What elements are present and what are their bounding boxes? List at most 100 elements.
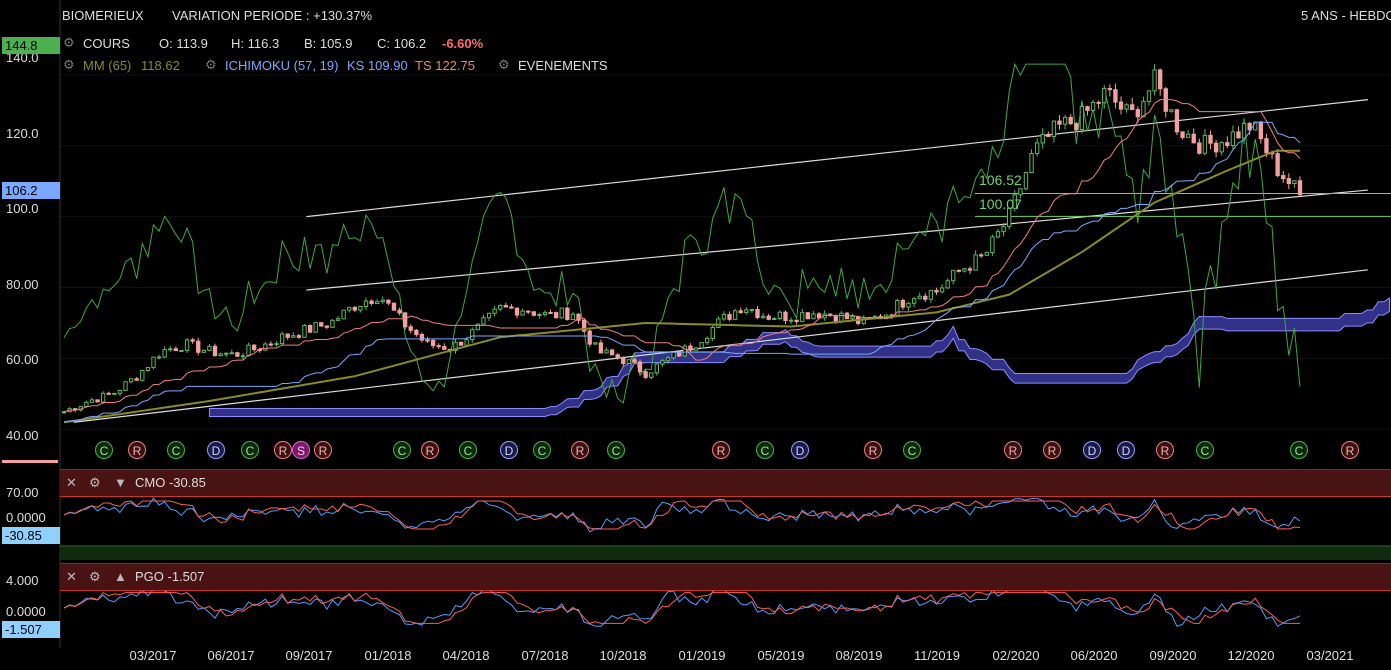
event-marker[interactable]: R — [712, 441, 730, 459]
event-marker[interactable]: R — [421, 441, 439, 459]
event-marker[interactable]: D — [1083, 441, 1101, 459]
event-marker[interactable]: C — [903, 441, 921, 459]
event-marker[interactable]: D — [500, 441, 518, 459]
max-price-tag: 144.8 — [2, 37, 60, 54]
cmo-panel-header: ✕ ⚙ ▼ CMO -30.85 — [60, 469, 1391, 497]
candle-body — [923, 295, 928, 300]
arrow-down-icon[interactable]: ▼ — [114, 475, 127, 490]
events-label[interactable]: EVENEMENTS — [518, 58, 608, 73]
candle-body — [1292, 180, 1297, 185]
indicator-panels — [60, 497, 1391, 627]
event-marker[interactable]: R — [864, 441, 882, 459]
event-marker[interactable]: R — [1043, 441, 1061, 459]
candle-body — [951, 269, 956, 282]
candle-body — [201, 349, 206, 353]
candle-body — [391, 302, 397, 311]
level-label-2: 100.07 — [979, 196, 1022, 212]
x-tick: 06/2017 — [207, 648, 255, 663]
candle-body — [1258, 121, 1264, 140]
close-value: C: 106.2 — [377, 36, 427, 51]
candle-body — [917, 295, 922, 300]
event-marker[interactable]: C — [459, 441, 477, 459]
candle-body — [677, 351, 682, 357]
open-value: O: 113.9 — [159, 36, 208, 51]
event-marker[interactable]: R — [128, 441, 146, 459]
candle-body — [839, 312, 844, 323]
x-tick: 06/2020 — [1070, 648, 1118, 663]
gear-icon[interactable]: ⚙ — [498, 57, 510, 72]
event-marker[interactable]: C — [533, 441, 551, 459]
event-marker[interactable]: R — [274, 441, 292, 459]
momentum-line — [63, 62, 1301, 404]
event-marker[interactable]: D — [791, 441, 809, 459]
ichimoku-cloud — [208, 296, 1390, 417]
event-marker[interactable]: S — [292, 441, 310, 459]
candle-body — [990, 236, 995, 254]
event-marker[interactable]: C — [167, 441, 185, 459]
candle-body — [542, 311, 548, 316]
event-marker[interactable]: C — [607, 441, 625, 459]
candle-body — [1236, 131, 1241, 139]
candle-body — [805, 312, 811, 320]
gear-icon[interactable]: ⚙ — [63, 57, 75, 72]
candle-body — [565, 307, 570, 321]
low-value: B: 105.9 — [304, 36, 353, 51]
candle-body — [430, 339, 436, 347]
gear-icon[interactable]: ⚙ — [89, 569, 101, 584]
candle-body — [1062, 116, 1068, 125]
candle-body — [1202, 134, 1208, 154]
candles — [61, 64, 1303, 415]
candle-body — [246, 344, 251, 357]
gear-icon[interactable]: ⚙ — [63, 35, 75, 50]
candle-body — [369, 300, 374, 305]
event-marker[interactable]: C — [393, 441, 411, 459]
event-marker[interactable]: C — [1290, 441, 1308, 459]
candle-body — [1286, 178, 1291, 185]
event-marker[interactable]: C — [1196, 441, 1214, 459]
event-marker[interactable]: R — [1004, 441, 1022, 459]
event-marker[interactable]: C — [756, 441, 774, 459]
candle-body — [319, 322, 324, 327]
pgo-y-top: 4.000 — [6, 573, 39, 588]
candle-body — [307, 325, 313, 333]
candle-body — [61, 411, 67, 414]
event-marker[interactable]: D — [1117, 441, 1135, 459]
candle-body — [341, 309, 346, 320]
close-icon[interactable]: ✕ — [66, 475, 77, 490]
pgo-signal-line — [63, 591, 1300, 625]
candle-body — [1241, 123, 1247, 139]
candle-body — [1079, 106, 1085, 130]
candle-body — [777, 311, 783, 320]
candle-body — [1152, 69, 1157, 92]
event-marker[interactable]: R — [314, 441, 332, 459]
arrow-up-icon[interactable]: ▲ — [114, 569, 127, 584]
y-tick: 120.0 — [6, 126, 39, 141]
candle-body — [514, 307, 520, 316]
last-price-tag: 106.2 — [2, 182, 60, 199]
event-marker[interactable]: R — [571, 441, 589, 459]
event-marker[interactable]: C — [95, 441, 113, 459]
candle-body — [486, 312, 492, 319]
symbol-name: BIOMERIEUX — [62, 8, 144, 23]
volume-marker — [2, 460, 58, 463]
period-selector[interactable]: 5 ANS - HEBDO — [1301, 8, 1391, 23]
close-icon[interactable]: ✕ — [66, 569, 77, 584]
pgo-value-tag: -1.507 — [2, 621, 60, 638]
candle-body — [1057, 120, 1062, 125]
candle-body — [1197, 142, 1202, 154]
gear-icon[interactable]: ⚙ — [89, 475, 101, 490]
event-marker[interactable]: D — [207, 441, 225, 459]
gear-icon[interactable]: ⚙ — [205, 57, 217, 72]
x-tick: 01/2018 — [364, 648, 412, 663]
candle-body — [1281, 175, 1286, 180]
candle-body — [615, 354, 620, 359]
cmo-value-tag: -30.85 — [2, 527, 60, 544]
event-marker[interactable]: R — [1341, 441, 1359, 459]
event-marker[interactable]: C — [241, 441, 259, 459]
event-marker[interactable]: R — [1156, 441, 1174, 459]
candle-body — [911, 298, 917, 304]
candle-body — [559, 307, 564, 319]
x-tick: 02/2020 — [992, 648, 1040, 663]
candle-body — [134, 378, 139, 381]
